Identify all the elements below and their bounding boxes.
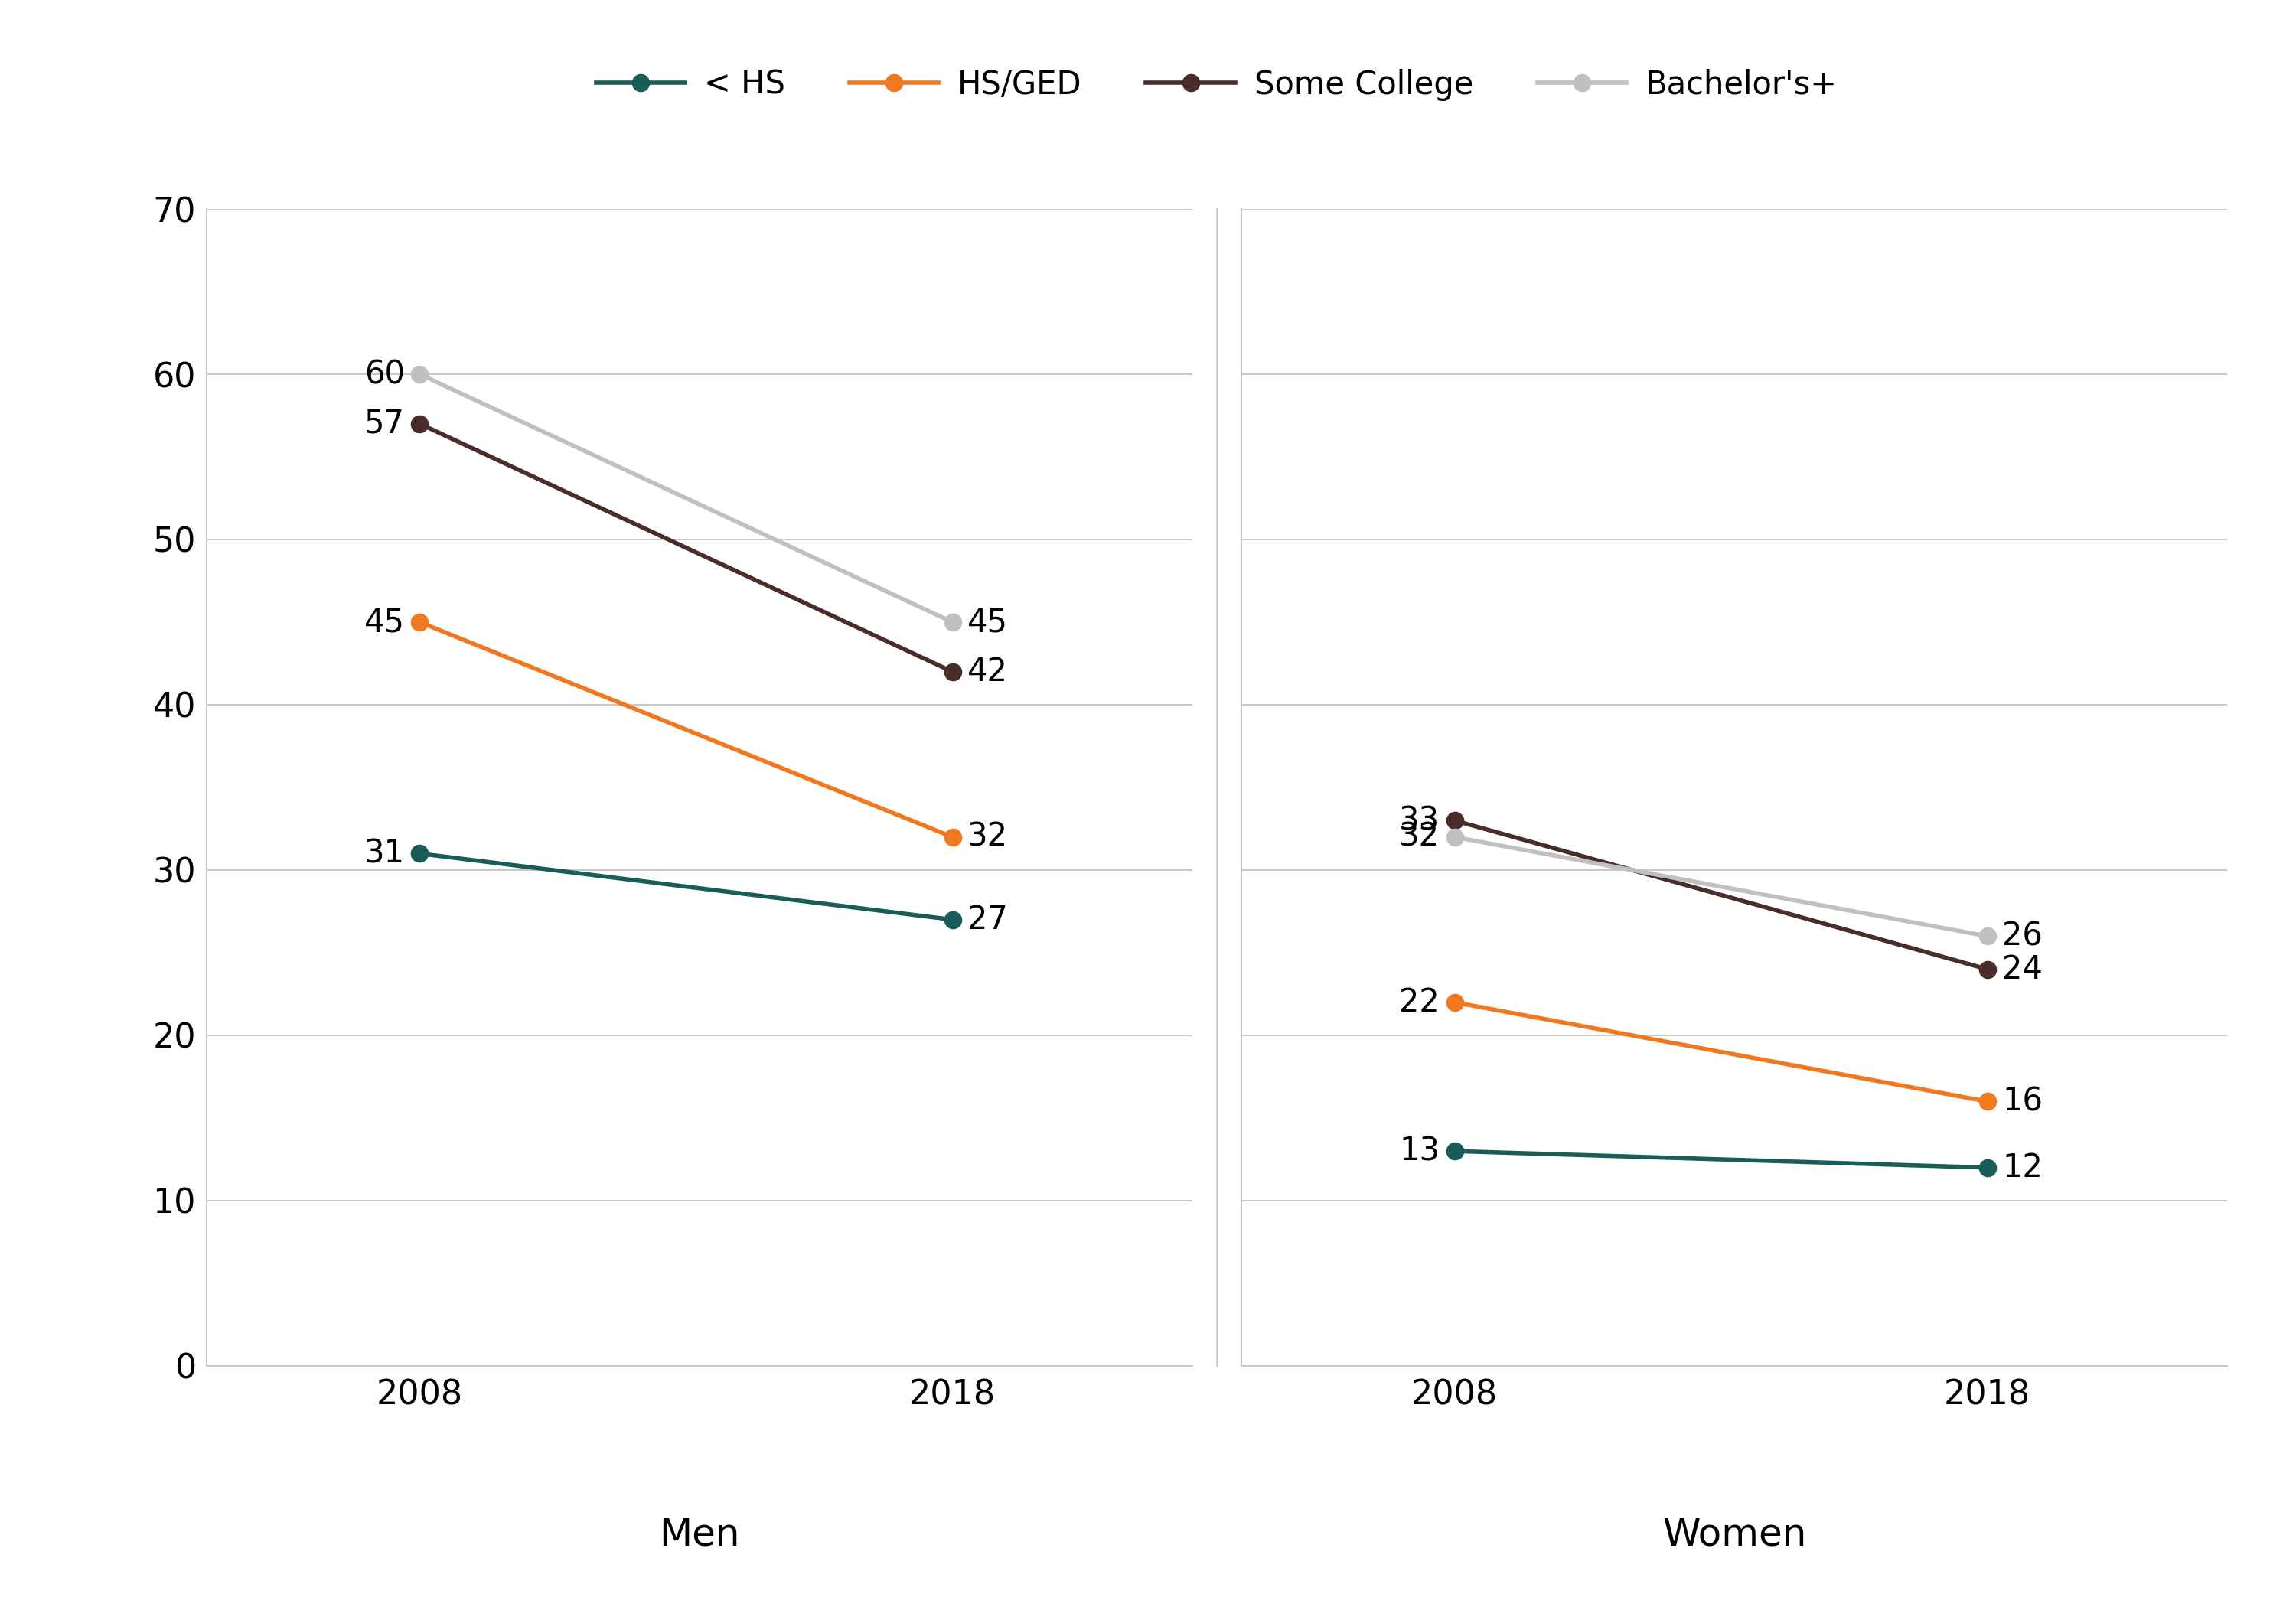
Text: 16: 16 [2002, 1085, 2043, 1117]
Text: Women: Women [1662, 1517, 1807, 1552]
Text: 13: 13 [1398, 1135, 1440, 1167]
Text: 27: 27 [967, 903, 1008, 935]
Text: 45: 45 [967, 606, 1008, 638]
Legend: < HS, HS/GED, Some College, Bachelor's+: < HS, HS/GED, Some College, Bachelor's+ [583, 56, 1851, 114]
Text: 22: 22 [1398, 987, 1440, 1019]
Text: 33: 33 [1398, 805, 1440, 837]
Text: 26: 26 [2002, 921, 2043, 953]
Text: 42: 42 [967, 656, 1008, 688]
Text: 60: 60 [365, 358, 404, 391]
Text: 12: 12 [2002, 1152, 2043, 1184]
Text: 45: 45 [365, 606, 404, 638]
Text: 32: 32 [967, 821, 1008, 853]
Text: 32: 32 [1398, 821, 1440, 853]
Text: 57: 57 [365, 408, 404, 440]
Text: 31: 31 [365, 837, 404, 869]
Text: 24: 24 [2002, 953, 2043, 985]
Text: Men: Men [659, 1517, 739, 1552]
